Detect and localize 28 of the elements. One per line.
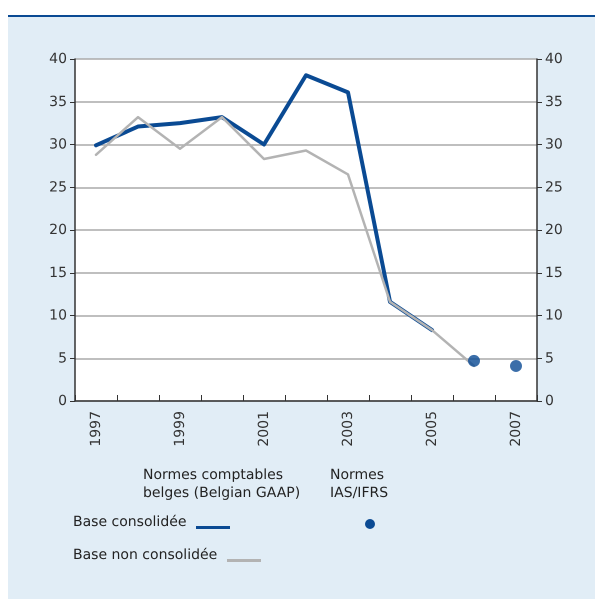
x-tick-label: 2007 [508, 411, 524, 447]
y-tick-label: 10 [49, 308, 67, 324]
x-tick-label: 2003 [340, 411, 356, 447]
y-tick-label: 35 [49, 94, 67, 110]
y2-tick-label: 25 [545, 179, 563, 196]
y-tick-label: 25 [49, 179, 67, 196]
legend-label: Base non consolidée [73, 547, 218, 563]
y-tick-label: 15 [49, 264, 67, 281]
y-tick-label: 5 [58, 350, 67, 366]
y2-tick-label: 5 [545, 350, 554, 366]
x-tick-label: 2005 [424, 411, 440, 447]
y2-tick-label: 0 [545, 393, 554, 409]
legend-label: Base consolidée [73, 514, 186, 530]
x-tick-label: 1997 [88, 411, 104, 447]
y2-tick-label: 40 [545, 51, 563, 67]
y2-tick-label: 20 [545, 222, 563, 238]
y2-tick-label: 35 [545, 94, 563, 110]
y-tick-label: 30 [49, 136, 67, 152]
y2-tick-label: 10 [545, 308, 563, 324]
y-tick-label: 40 [49, 51, 67, 67]
x-tick-label: 2001 [256, 411, 272, 447]
text: Normes comptables belges (Belgian GAAP) [143, 467, 300, 501]
x-tick-label: 1999 [172, 411, 188, 447]
y2-tick-label: 15 [545, 264, 563, 281]
text: Normes IAS/IFRS [330, 467, 389, 501]
y2-tick-label: 30 [545, 136, 563, 152]
y-tick-label: 0 [58, 393, 67, 409]
y-tick-label: 20 [49, 222, 67, 238]
